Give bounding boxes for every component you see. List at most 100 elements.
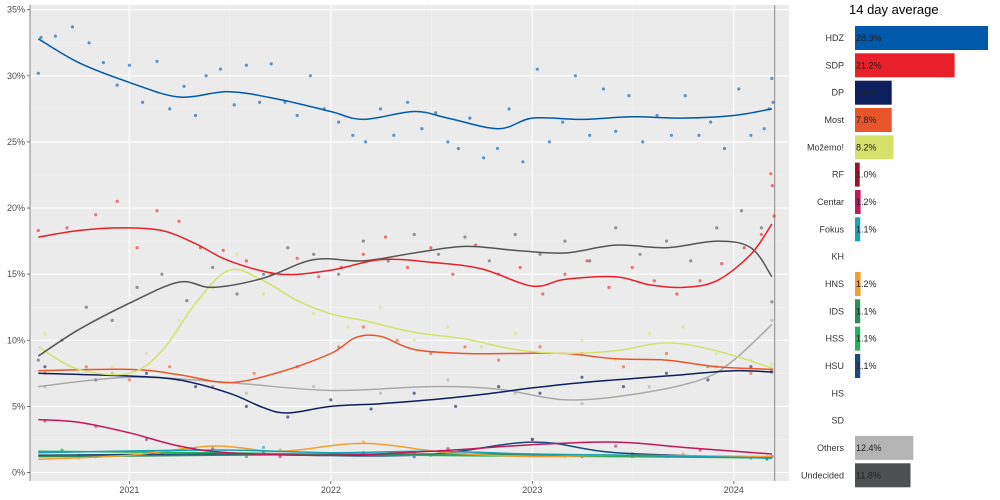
poll-point [638,252,642,256]
bar-value-label: 1.1% [856,361,877,371]
poll-point [337,272,341,276]
poll-point [244,455,248,459]
y-tick-label: 30% [7,71,25,81]
bar-rows: HDZ 28.3% SDP 21.2% DP 7.8% Most 7.8% Možemo! 8.2… [801,26,988,488]
poll-point [361,252,365,256]
poll-point [709,120,713,124]
poll-point [420,127,424,131]
poll-point [585,259,589,263]
bar-value-label: 12.4% [856,443,882,453]
poll-point [406,100,410,104]
poll-point [689,259,693,263]
poll-point [762,127,766,131]
trend-line-mozemo [37,268,773,376]
poll-point [312,312,316,316]
poll-point [36,228,40,233]
poll-point [378,107,383,111]
poll-point [412,232,416,237]
poll-point [482,156,486,160]
poll-point [749,365,753,369]
poll-point [115,199,119,203]
bar-row-sdp: SDP 21.2% [825,53,955,78]
y-tick-label: 25% [7,137,25,147]
poll-point [337,120,341,124]
poll-point [194,385,198,389]
poll-point [278,455,282,459]
poll-point [538,252,542,256]
bar-row-hns: HNS 1.2% [825,272,877,296]
poll-point [261,272,266,276]
poll-point [698,279,702,283]
poll-point [547,140,552,144]
bar [855,326,861,351]
poll-point [369,407,373,411]
poll-point [759,232,764,237]
poll-point [221,248,225,252]
poll-point [614,444,618,448]
poll-point [621,365,626,369]
bar-row-ids: IDS 1.1% [829,299,877,324]
bar-row-hdz: HDZ 28.3% [826,26,988,50]
poll-point [563,272,567,276]
poll-point [683,94,687,98]
bar [855,463,911,488]
poll-point [308,74,312,78]
poll-point [312,252,316,256]
bar [855,217,861,242]
bar [855,162,860,187]
poll-point [177,219,181,223]
x-tick-label: 2023 [522,485,542,495]
bar-value-label: 7.8% [856,88,877,98]
poll-point [769,172,773,176]
poll-point [392,133,396,137]
poll-point [261,292,266,296]
trend-line-undecided [38,323,773,401]
poll-point [235,252,239,256]
trend-lines [37,38,773,461]
y-tick-label: 5% [12,401,25,411]
bar-category-label: Undecided [801,470,844,480]
poll-point [94,213,98,217]
poll-point [573,74,578,78]
poll-point [454,404,458,408]
poll-point [722,146,727,151]
poll-point [218,67,222,71]
bar-category-label: Fokus [819,224,844,234]
poll-point [487,259,491,263]
bar-value-label: 28.3% [856,33,882,43]
bar [855,26,988,50]
poll-point [383,235,388,239]
y-tick-label: 10% [7,335,25,345]
bar-category-label: SD [831,416,844,426]
poll-point [563,239,567,243]
poll-point [518,265,522,270]
poll-point [101,61,105,65]
poll-point [127,63,131,67]
bar-category-label: HSS [825,334,844,344]
poll-point [720,262,724,266]
poll-point [530,437,534,441]
poll-point [463,345,467,349]
poll-point [446,325,450,329]
poll-point [451,272,455,276]
poll-point [412,391,416,395]
poll-point [614,129,618,133]
poll-point [655,113,659,118]
bar-row-kh: KH [831,252,844,262]
trend-line-hdz [37,38,773,130]
poll-point [641,140,645,144]
poll-point [84,365,88,369]
poll-point [84,305,88,309]
bar-category-label: KH [831,252,844,262]
poll-point [697,133,701,137]
bar-category-label: Centar [817,197,844,207]
poll-point [715,351,719,356]
bar-row-rf: RF 1.0% [832,162,877,187]
bar-row-centar: Centar 1.2% [817,190,877,214]
bar-value-label: 1.2% [856,197,877,207]
poll-point [244,63,248,67]
poll-point [144,371,149,375]
poll-point [535,67,539,71]
poll-point [295,256,299,260]
